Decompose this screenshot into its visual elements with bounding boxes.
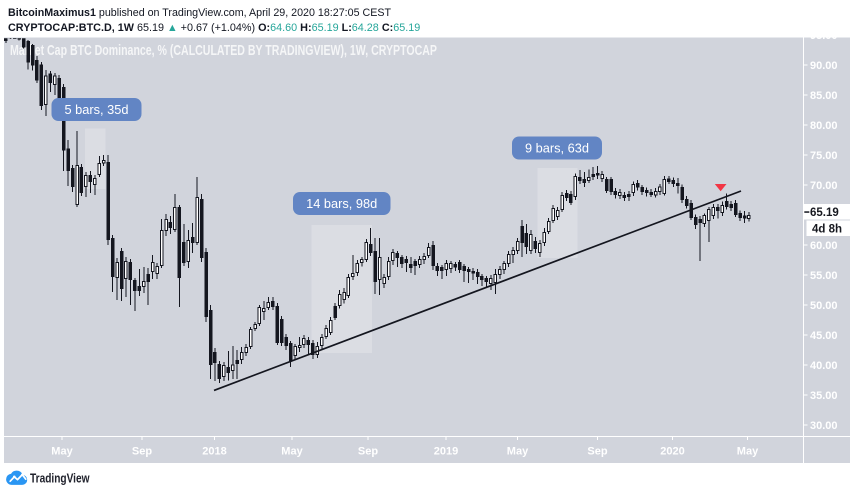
svg-text:Sep: Sep (358, 446, 378, 458)
svg-text:50.00: 50.00 (810, 300, 838, 312)
svg-text:May: May (737, 446, 759, 458)
svg-text:2018: 2018 (202, 446, 226, 458)
svg-text:May: May (507, 446, 529, 458)
svg-text:65.19: 65.19 (810, 207, 839, 219)
svg-text:45.00: 45.00 (810, 330, 838, 342)
svg-text:30.00: 30.00 (810, 420, 838, 432)
svg-text:Sep: Sep (587, 446, 607, 458)
svg-text:40.00: 40.00 (810, 360, 838, 372)
svg-text:85.00: 85.00 (810, 90, 838, 102)
svg-text:BitcoinMaximus1 published on T: BitcoinMaximus1 published on TradingView… (8, 7, 391, 19)
svg-text:14 bars, 98d: 14 bars, 98d (306, 196, 377, 211)
svg-text:55.00: 55.00 (810, 270, 838, 282)
svg-text:75.00: 75.00 (810, 150, 838, 162)
svg-text:2019: 2019 (434, 446, 458, 458)
svg-text:Sep: Sep (132, 446, 152, 458)
svg-text:Market Cap BTC Dominance, % (C: Market Cap BTC Dominance, % (CALCULATED … (10, 42, 437, 58)
svg-text:95.00: 95.00 (810, 30, 838, 42)
svg-text:CRYPTOCAP:BTC.D, 1W 65.19 ▲ +0: CRYPTOCAP:BTC.D, 1W 65.19 ▲ +0.67 (+1.04… (8, 22, 420, 34)
svg-text:5 bars, 35d: 5 bars, 35d (64, 102, 128, 117)
svg-text:90.00: 90.00 (810, 60, 838, 72)
svg-text:80.00: 80.00 (810, 120, 838, 132)
svg-text:60.00: 60.00 (810, 240, 838, 252)
svg-text:70.00: 70.00 (810, 180, 838, 192)
svg-text:TradingView: TradingView (30, 471, 90, 486)
svg-text:9 bars, 63d: 9 bars, 63d (525, 140, 589, 155)
svg-text:May: May (281, 446, 303, 458)
svg-text:35.00: 35.00 (810, 390, 838, 402)
svg-text:May: May (51, 446, 73, 458)
svg-text:2020: 2020 (660, 446, 684, 458)
svg-text:4d 8h: 4d 8h (812, 223, 842, 235)
